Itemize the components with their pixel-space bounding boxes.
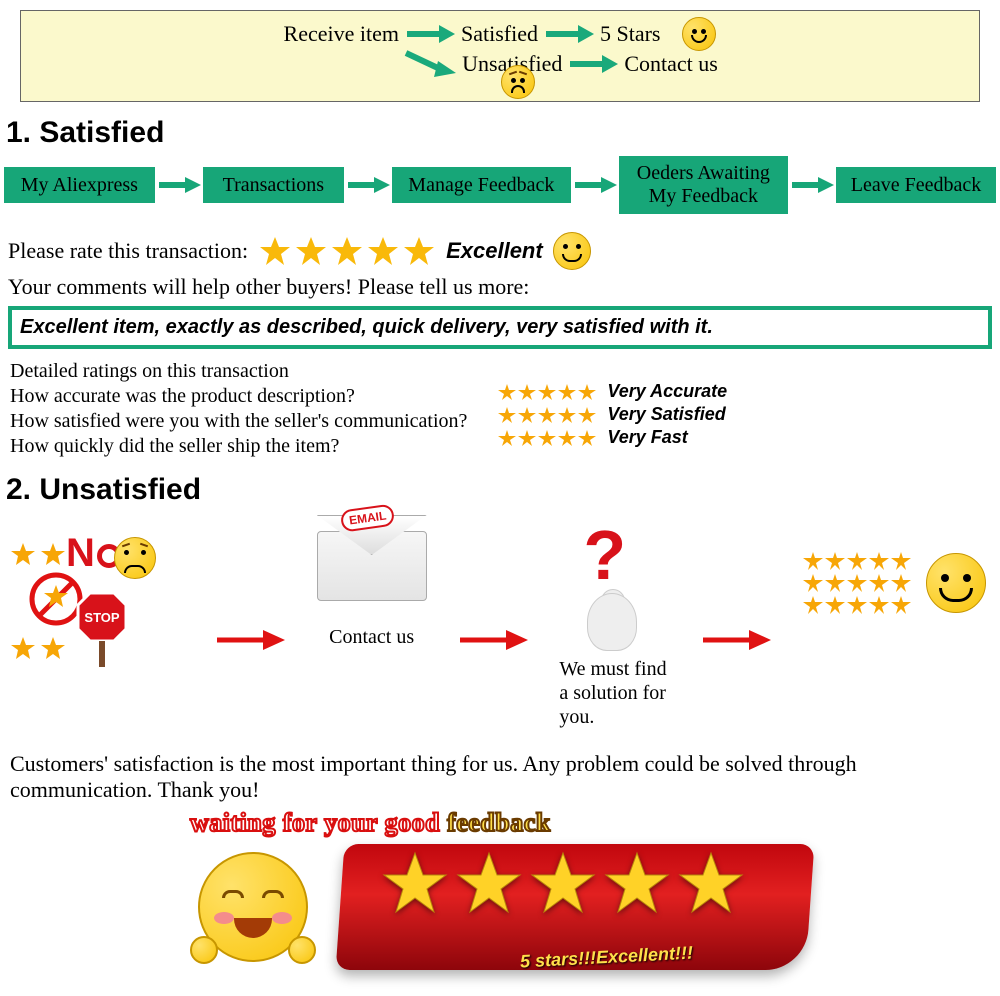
ribbon-stars-icon: [380, 850, 746, 916]
detail-a2-label: Very Satisfied: [607, 404, 725, 425]
sad-face-icon: [114, 537, 156, 579]
email-envelope-icon: EMAIL: [317, 531, 427, 601]
detail-q3-label: How quickly did the seller ship the item…: [10, 434, 467, 459]
rate-prompt-label: Please rate this transaction:: [8, 238, 248, 264]
arrow-right-icon: [544, 23, 594, 45]
svg-text:STOP: STOP: [84, 610, 119, 625]
five-stars-small-icon: [497, 429, 597, 447]
big-smile-icon: [926, 553, 986, 613]
banner-receive-label: Receive item: [284, 21, 399, 47]
happy-face-icon: [553, 232, 591, 270]
unsat-solution-column: ? We must find a solution for you.: [559, 531, 669, 729]
detail-q1-label: How accurate was the product description…: [10, 384, 467, 409]
step-box: Oeders Awaiting My Feedback: [619, 156, 788, 214]
banner-satisfied-label: Satisfied: [461, 21, 538, 47]
detail-a1-label: Very Accurate: [607, 381, 727, 402]
comment-example-box: Excellent item, exactly as described, qu…: [8, 306, 992, 349]
cute-face-icon: [198, 852, 308, 962]
arrow-right-red-icon: [458, 627, 528, 653]
arrow-right-icon: [573, 175, 617, 195]
arrow-right-icon: [568, 53, 618, 75]
unsat-contact-column: EMAIL Contact us: [317, 531, 427, 649]
rate-transaction-line: Please rate this transaction: Excellent: [8, 232, 1000, 270]
question-person-icon: ?: [559, 531, 669, 651]
no-text-icon: N: [66, 531, 121, 576]
closing-message-label: Customers' satisfaction is the most impo…: [10, 751, 990, 804]
banner-row-unsatisfied: Unsatisfied Contact us: [141, 49, 979, 79]
step-box: Transactions: [203, 167, 344, 203]
section-2-heading: 2. Unsatisfied: [6, 473, 1000, 507]
solution-label: We must find a solution for you.: [559, 657, 666, 729]
unsat-rating-column: [802, 551, 986, 615]
happy-face-icon: [682, 17, 716, 51]
banner-row-satisfied: Receive item Satisfied 5 Stars: [21, 17, 979, 51]
excellent-label: Excellent: [446, 238, 543, 264]
step-box: Leave Feedback: [836, 167, 996, 203]
arrow-right-red-icon: [215, 627, 285, 653]
stop-sign-icon: STOP: [74, 589, 130, 675]
unsatisfied-flow-row: N STOP EMAIL Contact us ?: [0, 513, 1000, 733]
sad-face-icon: [501, 65, 535, 99]
detail-a3-label: Very Fast: [607, 427, 687, 448]
star-grid-icon: [802, 551, 912, 615]
detail-header-label: Detailed ratings on this transaction: [10, 359, 467, 384]
comments-prompt-label: Your comments will help other buyers! Pl…: [8, 274, 1000, 300]
five-stars-icon: [258, 235, 436, 267]
no-rating-graphic: N STOP: [14, 531, 184, 681]
unsat-no-column: N STOP: [14, 531, 184, 681]
arrow-right-icon: [405, 23, 455, 45]
contact-us-label: Contact us: [329, 625, 414, 649]
step-box: Manage Feedback: [392, 167, 571, 203]
arrow-right-red-icon: [701, 627, 771, 653]
detail-questions: Detailed ratings on this transaction How…: [10, 359, 467, 459]
feedback-steps-row: My Aliexpress Transactions Manage Feedba…: [0, 156, 1000, 214]
detail-q2-label: How satisfied were you with the seller's…: [10, 409, 467, 434]
five-stars-small-icon: [497, 383, 597, 401]
arrow-diagonal-icon: [402, 49, 456, 79]
arrow-right-icon: [790, 175, 834, 195]
arrow-right-icon: [157, 175, 201, 195]
banner-contact-label: Contact us: [624, 51, 718, 77]
five-stars-small-icon: [497, 406, 597, 424]
detailed-ratings-block: Detailed ratings on this transaction How…: [10, 359, 1000, 459]
waiting-feedback-banner: waiting for your good feedback 5 stars!!…: [0, 808, 1000, 996]
step-box: My Aliexpress: [4, 167, 155, 203]
banner-5stars-label: 5 Stars: [600, 21, 661, 47]
detail-answers: Very Accurate Very Satisfied Very Fast: [497, 359, 727, 459]
feedback-flow-banner: Receive item Satisfied 5 Stars Unsatisfi…: [20, 10, 980, 102]
arrow-right-icon: [346, 175, 390, 195]
waiting-headline-label: waiting for your good feedback: [190, 808, 551, 838]
section-1-heading: 1. Satisfied: [6, 116, 1000, 150]
